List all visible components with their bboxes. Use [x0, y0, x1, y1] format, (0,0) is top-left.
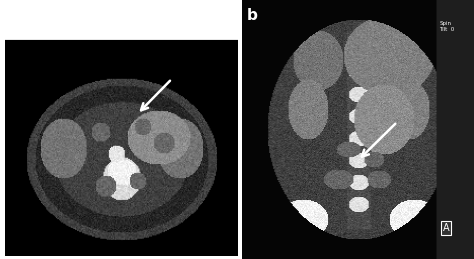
Text: Spin
Tilt  0: Spin Tilt 0	[439, 21, 455, 32]
Text: A: A	[443, 223, 449, 233]
Text: a: a	[12, 20, 22, 35]
Text: b: b	[246, 8, 257, 23]
